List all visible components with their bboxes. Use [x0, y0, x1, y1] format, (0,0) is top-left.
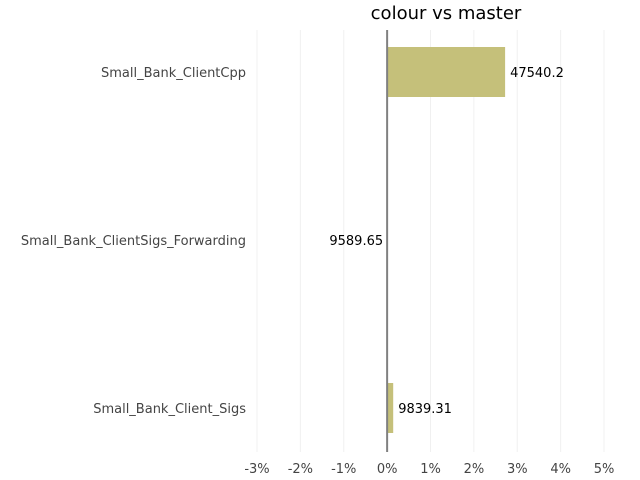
x-tick-label: -1%	[331, 462, 356, 477]
category-label: Small_Bank_Client_Sigs	[93, 402, 246, 417]
x-tick-label: -3%	[244, 462, 269, 477]
bar	[387, 383, 394, 433]
value-label: 9589.65	[329, 234, 383, 249]
bar	[387, 47, 506, 97]
x-tick-label: -2%	[288, 462, 313, 477]
chart-title: colour vs master	[371, 3, 522, 24]
grid-lines	[256, 30, 605, 452]
x-tick-label: 5%	[594, 462, 615, 477]
x-tick-label: 4%	[550, 462, 571, 477]
x-tick-label: 2%	[464, 462, 485, 477]
x-axis-ticks: -3% -2% -1% 0% 1% 2% 3% 4% 5%	[244, 462, 614, 477]
category-labels: Small_Bank_ClientCpp Small_Bank_ClientSig…	[21, 66, 246, 417]
x-tick-label: 3%	[507, 462, 528, 477]
value-labels: 47540.2 9589.65 9839.31	[329, 66, 564, 417]
bars	[387, 47, 506, 433]
x-tick-label: 1%	[420, 462, 441, 477]
x-tick-label: 0%	[377, 462, 398, 477]
value-label: 47540.2	[510, 66, 564, 81]
value-label: 9839.31	[398, 402, 452, 417]
category-label: Small_Bank_ClientCpp	[101, 66, 246, 81]
category-label: Small_Bank_ClientSigs_Forwarding	[21, 234, 246, 249]
